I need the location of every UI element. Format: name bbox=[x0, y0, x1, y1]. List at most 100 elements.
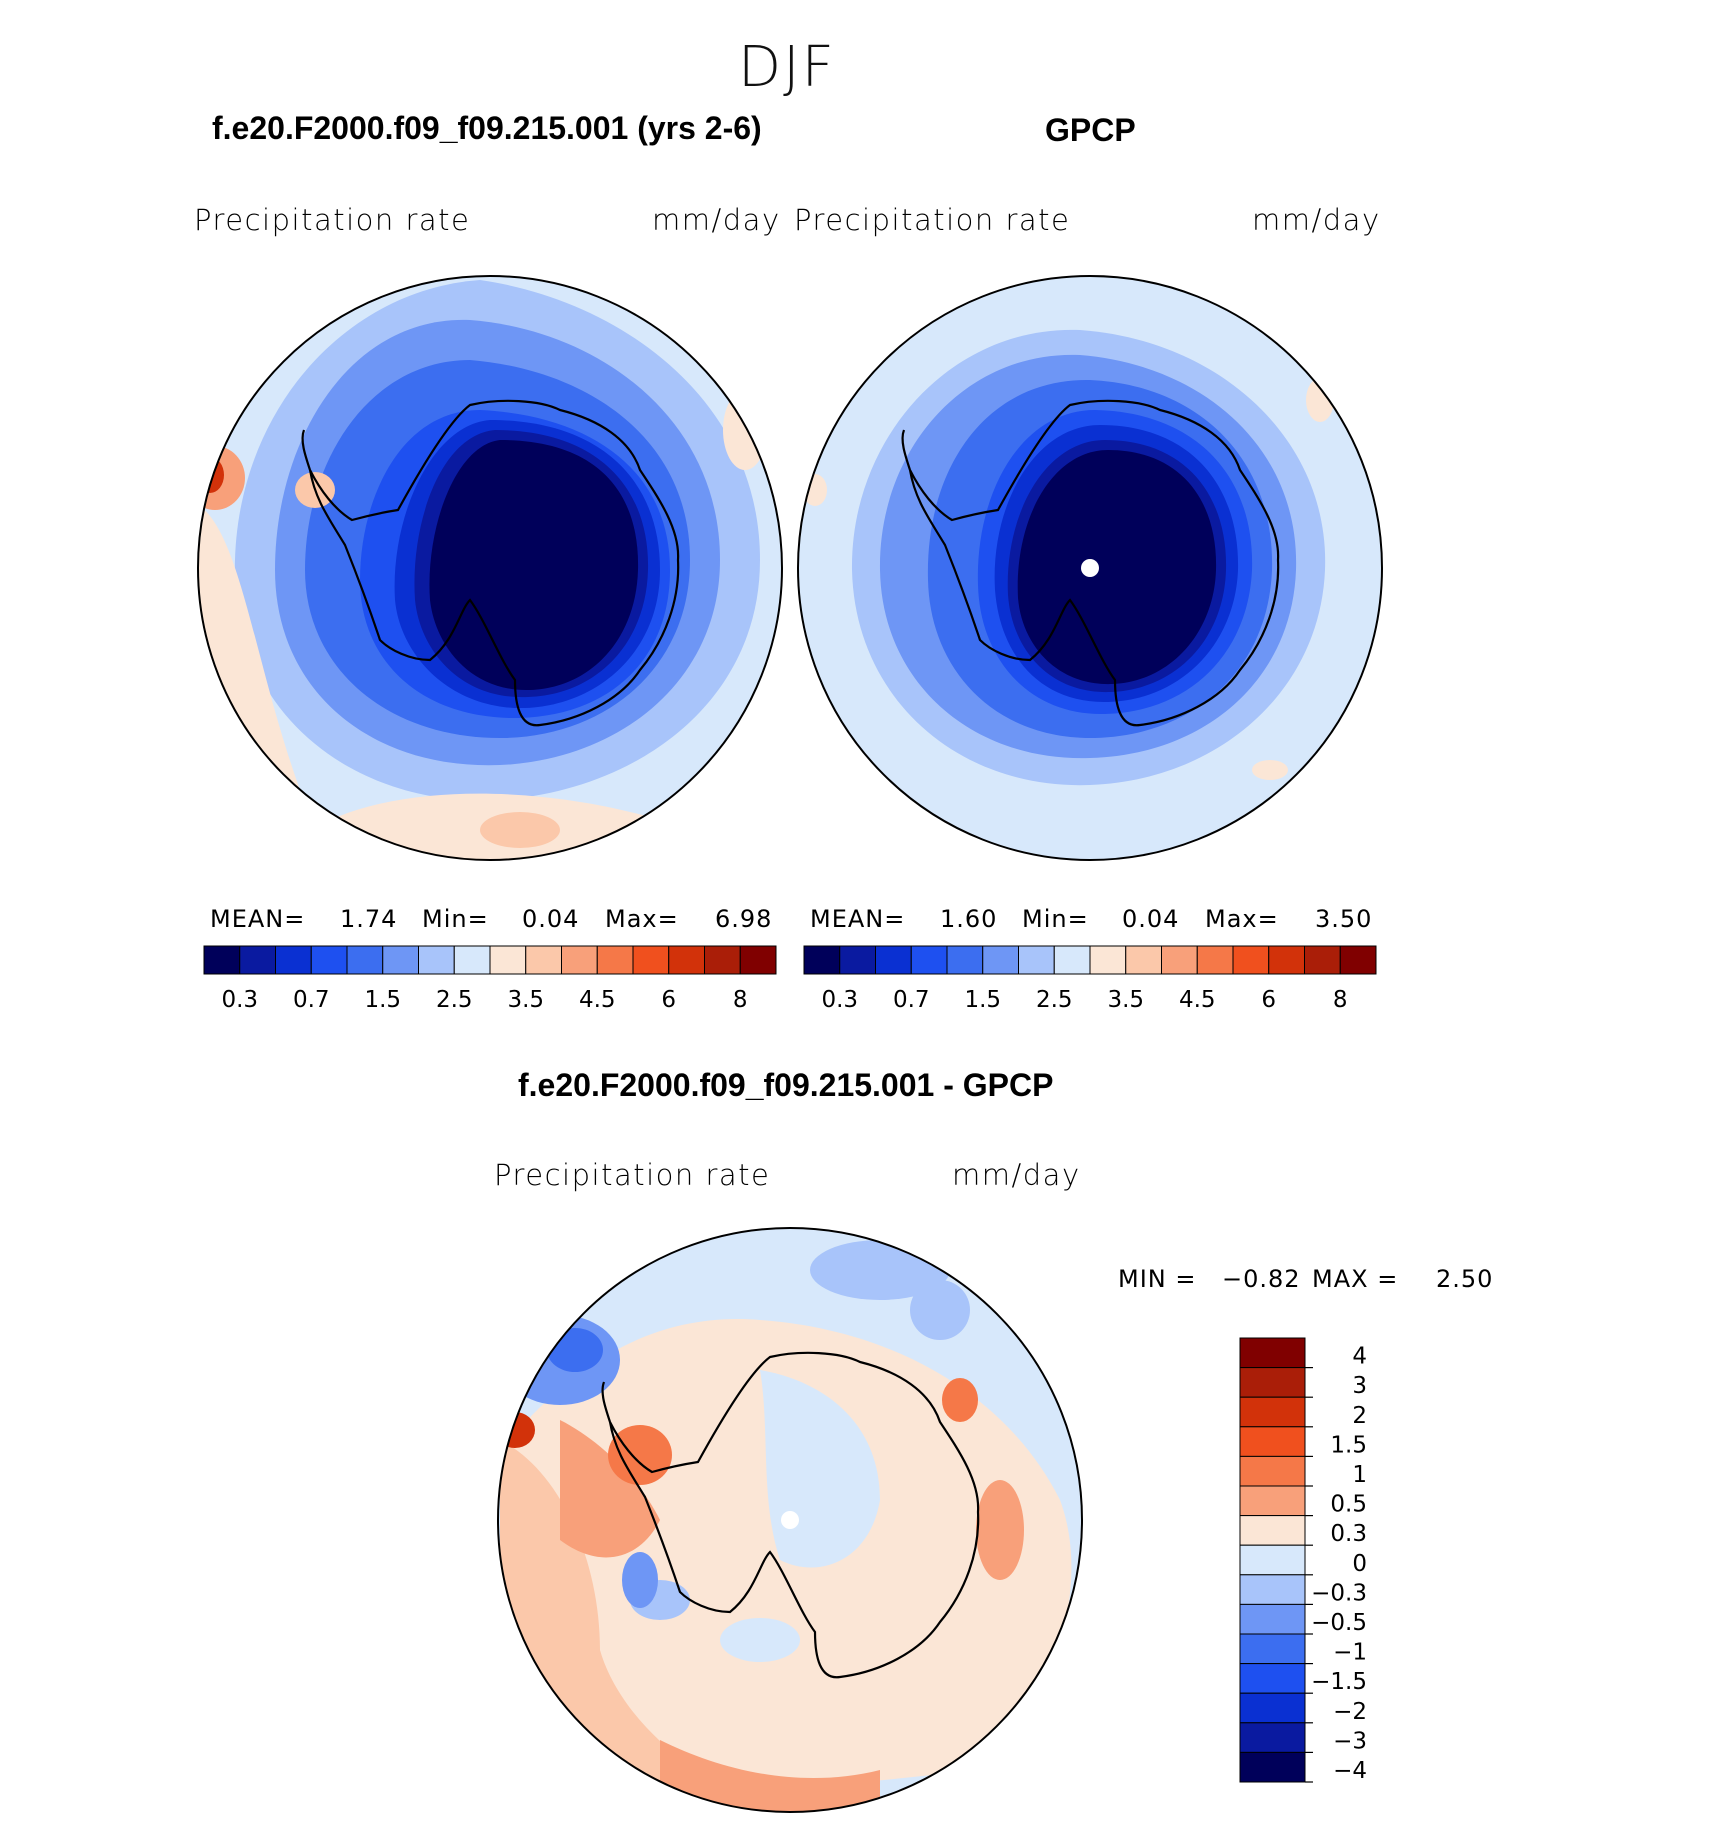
obs-colorbar-bin bbox=[839, 945, 876, 975]
model-units-label: mm/day bbox=[652, 203, 781, 237]
obs-colorbar-tick-label: 4.5 bbox=[1179, 987, 1216, 1013]
obs-colorbar-bin bbox=[1268, 945, 1305, 975]
obs-colorbar-bin bbox=[946, 945, 984, 975]
diff-colorbar-bin bbox=[1239, 1515, 1306, 1546]
model-colorbar-tick-label: 1.5 bbox=[364, 987, 401, 1013]
obs-colorbar-bin bbox=[910, 945, 948, 975]
model-colorbar-tick-label: 2.5 bbox=[436, 987, 473, 1013]
diff-colorbar-bin bbox=[1239, 1426, 1306, 1457]
diff-colorbar-bin bbox=[1239, 1722, 1306, 1753]
diff-colorbar-tick-label: −2 bbox=[1333, 1699, 1367, 1725]
model-colorbar-bin bbox=[525, 945, 562, 975]
diff-max-label: MAX = bbox=[1312, 1265, 1399, 1293]
model-colorbar: 0.3 0.7 1.5 2.5 3.5 4.5 6 8 bbox=[203, 945, 777, 1013]
diff-colorbar-tick-label: −1.5 bbox=[1311, 1669, 1367, 1695]
diff-min-label: MIN = bbox=[1118, 1265, 1197, 1293]
model-colorbar-bin bbox=[239, 945, 276, 975]
figure-title: DJF bbox=[738, 35, 836, 100]
obs-min-value: 0.04 bbox=[1122, 905, 1180, 933]
model-colorbar-tick-label: 4.5 bbox=[579, 987, 616, 1013]
obs-mean-label: MEAN= bbox=[810, 905, 906, 933]
model-colorbar-tick-label: 8 bbox=[733, 987, 748, 1013]
model-colorbar-tick-label: 6 bbox=[661, 987, 676, 1013]
diff-colorbar-tick-label: 3 bbox=[1352, 1373, 1367, 1399]
model-colorbar-bin bbox=[596, 945, 634, 975]
obs-max-label: Max= bbox=[1205, 905, 1279, 933]
model-max-label: Max= bbox=[605, 905, 679, 933]
obs-colorbar-tick-label: 6 bbox=[1261, 987, 1276, 1013]
diff-colorbar-bin bbox=[1239, 1544, 1306, 1576]
diff-colorbar-bin bbox=[1239, 1455, 1306, 1487]
diff-colorbar-tick-label: −0.3 bbox=[1311, 1580, 1367, 1606]
diff-colorbar-tick-label: −0.5 bbox=[1311, 1610, 1367, 1636]
obs-colorbar-bin bbox=[1125, 945, 1162, 975]
obs-colorbar-tick-label: 1.5 bbox=[964, 987, 1001, 1013]
obs-colorbar-bin bbox=[1018, 945, 1055, 975]
diff-colorbar-bin bbox=[1239, 1692, 1306, 1724]
obs-colorbar: 0.3 0.7 1.5 2.5 3.5 4.5 6 8 bbox=[803, 945, 1377, 1013]
obs-panel-title: GPCP bbox=[1045, 112, 1136, 148]
model-colorbar-bin bbox=[739, 945, 777, 975]
obs-colorbar-tick-label: 3.5 bbox=[1107, 987, 1144, 1013]
obs-max-value: 3.50 bbox=[1315, 905, 1373, 933]
model-colorbar-bin bbox=[489, 945, 527, 975]
model-map-boundary bbox=[197, 275, 783, 861]
diff-colorbar-bin bbox=[1239, 1396, 1306, 1428]
model-colorbar-bin bbox=[704, 945, 741, 975]
diff-colorbar-bin bbox=[1239, 1633, 1306, 1665]
diff-colorbar-bin bbox=[1239, 1663, 1306, 1694]
model-max-value: 6.98 bbox=[715, 905, 773, 933]
diff-panel-title: f.e20.F2000.f09_f09.215.001 - GPCP bbox=[518, 1067, 1054, 1103]
diff-colorbar-tick-label: 4 bbox=[1352, 1344, 1367, 1370]
model-colorbar-bin bbox=[203, 945, 241, 975]
diff-colorbar-tick-label: 1.5 bbox=[1330, 1432, 1367, 1458]
diff-colorbar-tick-label: 1 bbox=[1352, 1462, 1367, 1488]
diff-colorbar-bin bbox=[1239, 1751, 1306, 1783]
model-min-value: 0.04 bbox=[522, 905, 580, 933]
obs-mean-value: 1.60 bbox=[940, 905, 998, 933]
obs-colorbar-bin bbox=[1232, 945, 1270, 975]
diff-colorbar: 4 3 2 1.5 1 0.5 0.3 0 −0.3 −0.5 −1 −1.5 −2 −3 −4 bbox=[1239, 1337, 1367, 1784]
obs-colorbar-tick-label: 2.5 bbox=[1036, 987, 1073, 1013]
diff-colorbar-bin bbox=[1239, 1603, 1306, 1635]
diff-colorbar-bin bbox=[1239, 1337, 1306, 1369]
diff-colorbar-bin bbox=[1239, 1574, 1306, 1605]
model-colorbar-tick-label: 0.3 bbox=[221, 987, 258, 1013]
model-colorbar-tick-label: 3.5 bbox=[507, 987, 544, 1013]
model-colorbar-tick-label: 0.7 bbox=[293, 987, 330, 1013]
obs-colorbar-bin bbox=[1339, 945, 1377, 975]
model-colorbar-bin bbox=[310, 945, 348, 975]
diff-colorbar-tick-label: −3 bbox=[1333, 1728, 1367, 1754]
model-variable-label: Precipitation rate bbox=[194, 203, 471, 237]
diff-colorbar-tick-label: −4 bbox=[1333, 1758, 1367, 1784]
model-colorbar-bin bbox=[382, 945, 419, 975]
diff-colorbar-bin bbox=[1239, 1367, 1306, 1398]
diff-units-label: mm/day bbox=[952, 1158, 1081, 1192]
obs-min-label: Min= bbox=[1022, 905, 1089, 933]
diff-map-boundary bbox=[497, 1227, 1083, 1813]
diff-min-value: −0.82 bbox=[1222, 1265, 1301, 1293]
obs-colorbar-tick-label: 0.7 bbox=[893, 987, 930, 1013]
obs-colorbar-bin bbox=[1161, 945, 1198, 975]
diff-max-value: 2.50 bbox=[1436, 1265, 1494, 1293]
diff-colorbar-bin bbox=[1239, 1485, 1306, 1517]
model-colorbar-bin bbox=[275, 945, 312, 975]
model-mean-value: 1.74 bbox=[340, 905, 398, 933]
diff-colorbar-tick-label: 0 bbox=[1352, 1551, 1367, 1577]
model-min-label: Min= bbox=[422, 905, 489, 933]
obs-colorbar-bin bbox=[982, 945, 1019, 975]
obs-colorbar-bin bbox=[803, 945, 841, 975]
obs-colorbar-tick-label: 0.3 bbox=[821, 987, 858, 1013]
diff-variable-label: Precipitation rate bbox=[494, 1158, 771, 1192]
diff-colorbar-tick-label: 0.3 bbox=[1330, 1521, 1367, 1547]
obs-colorbar-bin bbox=[875, 945, 912, 975]
obs-colorbar-tick-label: 8 bbox=[1333, 987, 1348, 1013]
model-panel-title: f.e20.F2000.f09_f09.215.001 (yrs 2-6) bbox=[212, 110, 762, 146]
diff-colorbar-tick-label: −1 bbox=[1333, 1640, 1367, 1666]
obs-polar-map bbox=[798, 276, 1382, 860]
diff-polar-map bbox=[498, 1228, 1082, 1812]
model-colorbar-bin bbox=[632, 945, 670, 975]
obs-colorbar-bin bbox=[1089, 945, 1127, 975]
obs-variable-label: Precipitation rate bbox=[794, 203, 1071, 237]
